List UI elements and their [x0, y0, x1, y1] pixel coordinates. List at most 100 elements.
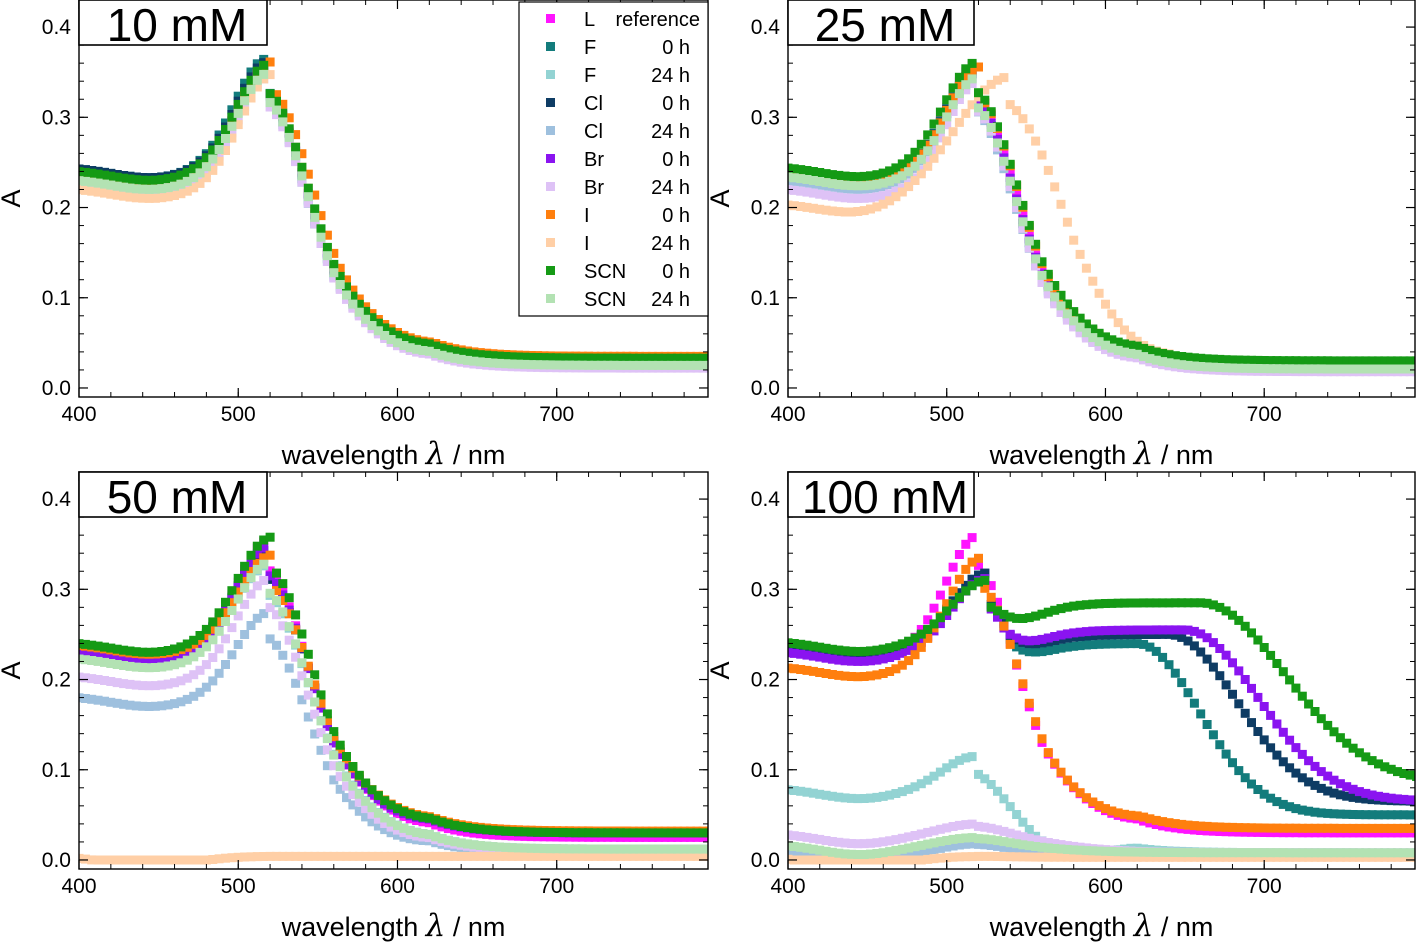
data-point — [342, 275, 351, 285]
data-point — [878, 178, 888, 188]
data-point — [393, 804, 402, 814]
data-point — [373, 814, 383, 824]
data-point — [935, 107, 945, 117]
data-point — [195, 631, 205, 640]
data-point — [189, 691, 199, 701]
data-point — [501, 842, 511, 852]
data-point — [252, 852, 262, 862]
data-point — [954, 89, 964, 99]
y-tick-label: 0.4 — [42, 16, 72, 39]
data-point — [1253, 364, 1263, 373]
data-point — [827, 855, 837, 865]
data-point — [1120, 625, 1129, 635]
data-point — [692, 844, 702, 854]
data-point — [1113, 337, 1123, 347]
data-point — [87, 694, 97, 704]
data-point — [1062, 299, 1072, 309]
data-point — [847, 181, 856, 191]
data-point — [660, 353, 670, 363]
data-point — [259, 609, 269, 619]
data-point — [163, 655, 173, 665]
data-point — [201, 630, 211, 640]
data-point — [348, 299, 358, 309]
data-point — [399, 333, 409, 343]
data-point — [1374, 791, 1383, 801]
data-point — [240, 583, 250, 593]
data-point — [872, 855, 882, 865]
data-point — [1081, 627, 1091, 637]
data-point — [654, 828, 664, 838]
data-point — [866, 671, 875, 681]
data-point — [1170, 351, 1180, 361]
data-point — [1037, 150, 1047, 160]
data-point — [195, 647, 205, 657]
data-point — [1234, 355, 1244, 365]
data-point — [986, 780, 996, 789]
data-point — [246, 558, 256, 568]
data-point — [1018, 832, 1028, 842]
data-point — [712, 358, 721, 367]
data-point — [1139, 639, 1149, 649]
data-point — [100, 170, 109, 180]
data-point — [1005, 828, 1015, 838]
data-point — [112, 698, 122, 708]
data-point — [297, 629, 307, 639]
data-point — [322, 716, 332, 725]
data-point — [897, 159, 907, 169]
data-point — [208, 160, 218, 170]
data-point — [1393, 364, 1402, 374]
data-point — [1151, 598, 1161, 608]
data-point — [144, 663, 154, 673]
data-point — [1367, 795, 1377, 805]
data-point — [878, 791, 888, 801]
data-point — [923, 615, 933, 625]
data-point — [1018, 645, 1028, 655]
data-point — [157, 184, 167, 194]
data-point — [418, 346, 428, 355]
data-point — [1189, 821, 1199, 831]
data-point — [1208, 362, 1218, 372]
data-point — [967, 581, 977, 591]
data-point — [1050, 844, 1060, 853]
data-point — [1374, 823, 1383, 833]
data-point — [1393, 823, 1402, 833]
data-point — [1107, 847, 1117, 856]
data-point — [533, 843, 543, 853]
data-point — [1221, 852, 1231, 862]
data-point — [1208, 600, 1218, 610]
data-point — [297, 177, 307, 187]
data-point — [1405, 848, 1415, 858]
data-point — [424, 830, 434, 840]
data-point — [342, 781, 351, 791]
data-point — [1101, 852, 1110, 862]
data-point — [526, 360, 536, 370]
data-point — [967, 65, 977, 75]
data-point — [1031, 835, 1041, 845]
data-point — [1234, 852, 1244, 862]
data-point — [361, 851, 371, 861]
data-point — [291, 130, 301, 140]
data-point — [291, 157, 301, 167]
data-point — [227, 105, 237, 115]
data-point — [1335, 364, 1345, 374]
data-point — [1234, 699, 1244, 709]
data-point — [322, 709, 332, 719]
data-point — [821, 205, 831, 215]
data-point — [1170, 848, 1180, 857]
data-point — [1151, 815, 1161, 825]
data-point — [1266, 793, 1276, 803]
data-point — [603, 360, 613, 370]
data-point — [138, 184, 148, 194]
data-point — [942, 136, 952, 146]
data-point — [157, 647, 167, 656]
data-point — [705, 360, 708, 370]
data-point — [303, 851, 313, 861]
data-point — [552, 353, 562, 363]
data-point — [948, 586, 958, 596]
data-point — [1374, 848, 1383, 858]
data-point — [1323, 356, 1333, 366]
data-point — [144, 193, 154, 203]
data-point — [1120, 847, 1129, 857]
data-point — [910, 831, 920, 840]
data-point — [284, 635, 294, 645]
